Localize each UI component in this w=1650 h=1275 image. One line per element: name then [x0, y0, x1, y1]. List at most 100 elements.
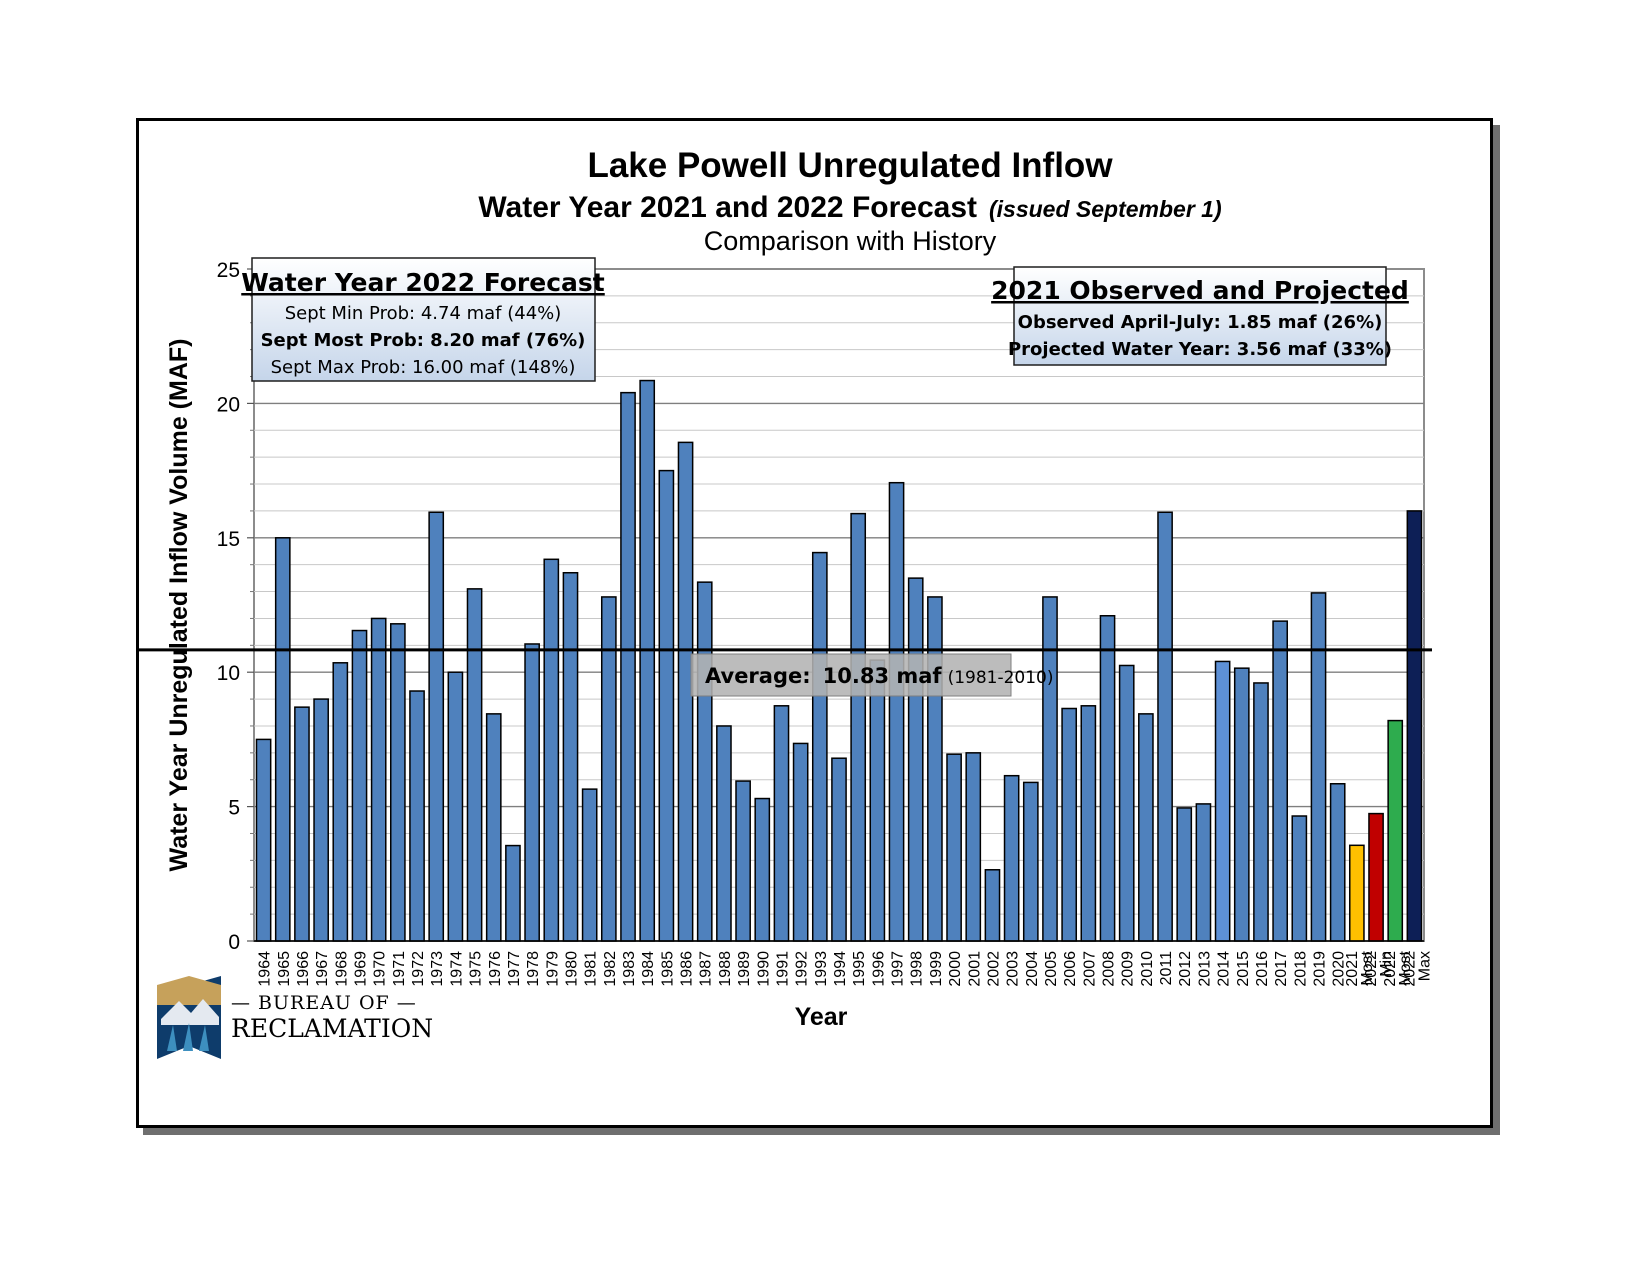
- x-tick-label: 2011: [1158, 951, 1175, 986]
- average-label-word: Average:: [705, 664, 811, 688]
- y-tick-label: 5: [228, 797, 240, 820]
- average-label-value: 10.83 maf: [823, 664, 943, 688]
- reclamation-logo: — BUREAU OF — RECLAMATION: [157, 976, 433, 1059]
- logo-line-2: RECLAMATION: [231, 1014, 433, 1043]
- observed-line-water-year: Projected Water Year: 3.56 maf (33%): [1008, 339, 1392, 360]
- observed-box: 2021 Observed and Projected Observed Apr…: [991, 266, 1409, 366]
- bar-2020: [1329, 783, 1346, 942]
- x-tick-label: 2013: [1196, 951, 1213, 987]
- x-tick-label: 1970: [372, 951, 389, 987]
- observed-line-april-july: Observed April-July: 1.85 maf (26%): [1018, 312, 1383, 333]
- bar-1989: [735, 780, 751, 942]
- x-tick-label: 2021Most: [1344, 950, 1376, 986]
- x-tick-label: 1999: [928, 951, 945, 987]
- x-tick-label: 2016: [1254, 951, 1271, 987]
- chart-subtitle-main: Water Year 2021 and 2022 Forecast: [478, 191, 977, 224]
- x-tick-label: 1995: [851, 951, 868, 987]
- x-tick-label: 1964: [257, 951, 274, 987]
- bar-1973: [428, 511, 445, 942]
- logo-line-1-text: BUREAU OF: [258, 992, 390, 1014]
- bar-2015: [1233, 667, 1250, 942]
- x-tick-label: 1967: [314, 951, 331, 987]
- bar-1979: [543, 558, 560, 942]
- bar-1985: [658, 469, 675, 942]
- bar-1965: [274, 537, 291, 942]
- bar-2013: [1195, 803, 1212, 942]
- bar-max-2022: [1406, 510, 1423, 942]
- observed-box-bg: [1013, 266, 1387, 366]
- bar-2000: [946, 753, 962, 942]
- y-tick-label: 15: [217, 528, 240, 551]
- y-tick-label: 10: [217, 662, 240, 685]
- bar-1975: [466, 588, 483, 942]
- bar-1992: [792, 742, 809, 942]
- bar-1966: [294, 706, 310, 942]
- x-tick-label: 2009: [1120, 951, 1137, 987]
- x-tick-label: 1998: [909, 951, 926, 987]
- bar-2002: [984, 869, 1001, 942]
- bar-1983: [620, 391, 636, 942]
- average-label-text: Average: 10.83 maf (1981-2010): [705, 664, 1054, 688]
- bar-1977: [505, 844, 521, 942]
- bar-1981: [581, 788, 598, 942]
- chart-subtitle: Water Year 2021 and 2022 Forecast (issued…: [478, 191, 1221, 224]
- x-tick-label: 2015: [1235, 951, 1252, 987]
- bar-1978: [524, 643, 540, 942]
- bar-most-2021: [1349, 844, 1365, 942]
- x-tick-label: 1985: [659, 951, 676, 987]
- bar-2006: [1061, 707, 1078, 942]
- bar-2008: [1099, 615, 1116, 942]
- x-tick-label: 1987: [698, 951, 715, 987]
- x-tick-label: 1996: [870, 951, 887, 987]
- x-tick-label: 1981: [583, 951, 600, 987]
- x-tick-label: 2022Min: [1363, 951, 1395, 987]
- bar-2007: [1080, 705, 1097, 942]
- bar-1980: [562, 571, 579, 942]
- bar-1970: [370, 617, 387, 942]
- x-tick-label: 1975: [468, 951, 485, 987]
- x-tick-label: 1965: [276, 951, 293, 987]
- x-tick-label: 1983: [621, 951, 638, 987]
- bar-1993: [811, 551, 828, 942]
- bar-1997: [888, 481, 905, 942]
- x-tick-label: 1990: [755, 951, 772, 987]
- chart-frame: Lake Powell Unregulated Inflow Water Yea…: [136, 118, 1493, 1128]
- x-tick-label: 2012: [1177, 951, 1194, 987]
- forecast-box-heading: Water Year 2022 Forecast: [241, 268, 605, 297]
- bar-2011: [1157, 511, 1173, 942]
- average-label-bg: [690, 653, 1012, 697]
- y-axis: 0 5 10 15 20 25: [217, 259, 254, 954]
- x-tick-label: 1978: [525, 951, 542, 987]
- bar-1974: [447, 671, 464, 942]
- x-tick-label: 1971: [391, 951, 408, 987]
- bar-1998: [907, 577, 924, 942]
- x-tick-label: 1972: [410, 951, 427, 987]
- x-tick-label: 1988: [717, 951, 734, 987]
- bar-1994: [831, 757, 847, 942]
- bar-1984: [639, 379, 656, 942]
- bar-2017: [1272, 620, 1288, 942]
- x-tick-label: 2020: [1331, 951, 1348, 987]
- bar-2004: [1022, 781, 1039, 942]
- bar-2009: [1118, 664, 1135, 942]
- y-axis-label: Water Year Unregulated Inflow Volume (MA…: [165, 339, 193, 872]
- y-tick-label: 0: [228, 931, 240, 954]
- chart-title: Lake Powell Unregulated Inflow: [587, 146, 1113, 185]
- bar-1972: [409, 690, 425, 942]
- x-tick-label: 2007: [1081, 951, 1098, 987]
- x-tick-label: 2003: [1005, 951, 1022, 987]
- logo-line-1: — BUREAU OF —: [231, 992, 417, 1014]
- bar-1988: [716, 725, 732, 942]
- x-tick-label: 1969: [352, 951, 369, 987]
- x-axis: 1964 1965 1966 1967 1968 1969 1970 1971 1972 1973…: [254, 940, 1433, 987]
- bar-min-2022: [1368, 812, 1384, 942]
- bar-1976: [485, 713, 502, 942]
- bar-2012: [1176, 807, 1193, 942]
- bar-1969: [351, 629, 368, 942]
- forecast-line-max: Sept Max Prob: 16.00 maf (148%): [271, 357, 576, 378]
- x-tick-label: 1982: [602, 951, 619, 987]
- x-tick-label: 1994: [832, 951, 849, 987]
- forecast-box: Water Year 2022 Forecast Sept Min Prob: …: [241, 257, 605, 382]
- x-tick-label: 2010: [1139, 951, 1156, 987]
- forecast-line-min: Sept Min Prob: 4.74 maf (44%): [285, 303, 562, 324]
